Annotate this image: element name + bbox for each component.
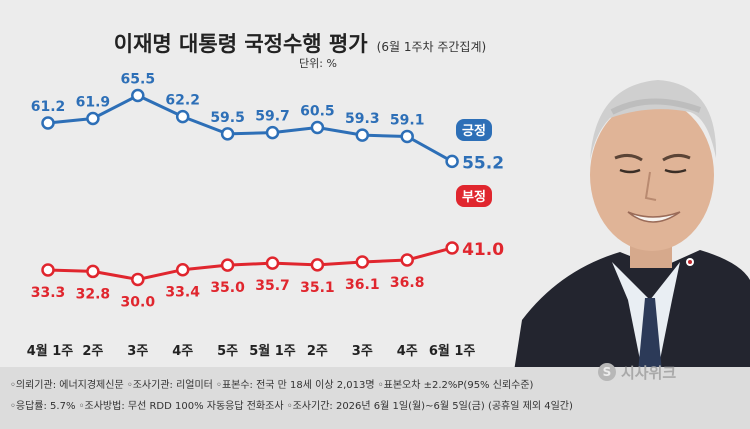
series-1-point-2 [131,272,145,287]
series-0-point-9 [445,154,459,169]
series-1-point-3 [175,262,190,277]
series-1-data-label-9: 41.0 [462,240,504,260]
unit-label: 단위: % [299,57,337,70]
legend-badge-1 [456,185,492,207]
legend-label-0: 긍정 [462,123,486,139]
chart-title: 이재명 대통령 국정수행 평가 (6월 1주차 주간집계) [0,28,600,58]
series-0-data-label-5: 59.7 [255,109,290,125]
x-tick-label-1: 2주 [82,344,103,359]
footer-line-1: ◦의뢰기관: 에너지경제신문 ◦조사기관: 리얼미터 ◦표본수: 전국 만 18… [10,380,534,391]
series-1-point-1 [86,264,100,279]
x-tick-label-3: 4주 [172,344,193,359]
series-1-point-0 [41,263,55,277]
survey-footer: ◦의뢰기관: 에너지경제신문 ◦조사기관: 리얼미터 ◦표본수: 전국 만 18… [0,367,750,429]
title-main: 이재명 대통령 국정수행 평가 [113,32,368,56]
series-0-point-5 [265,125,280,140]
x-tick-label-7: 3주 [352,344,373,359]
legend-label-1: 부정 [462,189,486,205]
series-0-data-label-7: 59.3 [345,111,380,127]
series-0-data-label-0: 61.2 [31,99,66,115]
series-0-data-label-6: 60.5 [300,103,335,119]
series-1-point-8 [400,253,414,267]
series-0-point-1 [86,111,100,126]
legend-badge-0 [456,119,492,141]
series-0-point-0 [41,116,55,130]
x-tick-label-4: 5주 [217,344,238,359]
series-0-point-2 [131,88,145,103]
x-tick-label-0: 4월 1주 [27,343,74,359]
title-subtitle: (6월 1주차 주간집계) [376,40,487,54]
series-1-point-5 [265,256,280,270]
series-0-point-4 [220,127,235,141]
series-1-data-label-1: 32.8 [76,286,111,302]
series-0-data-label-4: 59.5 [210,110,245,126]
series-1-data-label-6: 35.1 [300,280,335,296]
series-1-data-label-2: 30.0 [121,294,156,310]
series-0-data-label-1: 61.9 [76,95,111,111]
x-tick-label-8: 4주 [397,344,418,359]
x-tick-label-6: 2주 [307,344,328,359]
series-0-point-7 [355,128,370,142]
publisher-logo: S 시사위크 [598,360,738,384]
series-1-data-label-4: 35.0 [210,280,245,296]
series-line-0 [47,93,453,163]
series-1-data-label-0: 33.3 [31,285,66,301]
x-tick-label-2: 3주 [127,344,148,359]
series-1-point-9 [445,241,459,255]
footer-line-2: ◦응답률: 5.7% ◦조사방법: 무선 RDD 100% 자동응답 전화조사 … [10,401,573,412]
series-1-data-label-5: 35.7 [255,278,290,294]
series-0-point-8 [400,129,414,144]
series-1-point-4 [220,258,235,272]
series-0-point-6 [310,120,325,135]
series-1-point-7 [355,255,370,269]
logo-text: 시사위크 [621,363,677,382]
series-0-data-label-8: 59.1 [390,112,425,128]
series-1-data-label-8: 36.8 [390,275,425,291]
series-1-data-label-7: 36.1 [345,277,380,293]
series-1-data-label-3: 33.4 [165,285,200,301]
series-0-data-label-9: 55.2 [462,153,504,173]
series-0-data-label-3: 62.2 [165,93,200,109]
logo-mark: S [598,363,616,381]
series-0-data-label-2: 65.5 [121,71,156,87]
series-0-point-3 [175,109,190,124]
series-1-point-6 [310,258,325,272]
series-line-1 [47,246,453,281]
x-tick-label-5: 5월 1주 [249,343,296,359]
x-tick-label-9: 6월 1주 [429,343,476,359]
